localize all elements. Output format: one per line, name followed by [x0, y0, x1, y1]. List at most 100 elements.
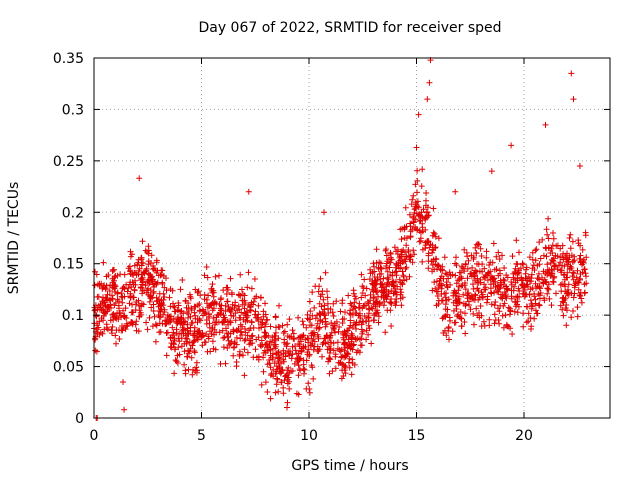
data-point: [143, 265, 150, 272]
data-point: [388, 256, 395, 263]
data-point: [145, 258, 152, 265]
data-point: [575, 286, 582, 293]
data-point: [261, 329, 268, 336]
data-point: [233, 341, 240, 348]
data-point: [319, 341, 326, 348]
data-point: [280, 356, 287, 363]
data-point: [292, 347, 299, 354]
y-tick-label: 0.25: [53, 154, 84, 170]
data-point: [159, 267, 166, 274]
data-point: [269, 350, 276, 357]
data-point: [275, 359, 282, 366]
data-point: [191, 324, 198, 331]
data-point: [308, 322, 315, 329]
data-point: [339, 300, 346, 307]
data-point: [106, 288, 113, 294]
data-point: [352, 310, 359, 317]
data-point: [195, 328, 202, 334]
data-point: [409, 196, 416, 203]
data-point: [375, 313, 382, 320]
data-point: [262, 300, 268, 307]
data-point: [414, 226, 421, 233]
data-point: [220, 335, 227, 341]
data-point: [279, 322, 286, 329]
data-point: [301, 366, 308, 373]
data-point: [205, 335, 212, 342]
data-point: [358, 271, 365, 278]
data-point: [540, 252, 547, 259]
data-point: [118, 314, 125, 321]
data-point: [520, 290, 527, 297]
grid-lines: [94, 58, 610, 418]
data-point: [447, 272, 454, 279]
data-point: [251, 276, 258, 282]
data-point: [348, 371, 355, 378]
x-tick-label: 10: [300, 428, 318, 444]
data-point: [173, 326, 180, 333]
data-point: [541, 297, 548, 304]
data-point: [299, 318, 306, 325]
data-point: [336, 324, 343, 330]
data-point: [458, 282, 465, 289]
data-point: [175, 344, 182, 351]
data-point: [560, 294, 567, 301]
data-point: [416, 238, 423, 245]
data-point: [548, 302, 555, 309]
data-point: [219, 319, 226, 326]
data-point: [567, 245, 574, 252]
data-point: [100, 259, 107, 266]
data-point: [146, 298, 153, 305]
data-point: [347, 345, 354, 352]
data-point: [392, 289, 399, 296]
data-point: [488, 168, 495, 175]
data-point: [470, 273, 477, 280]
data-point: [426, 79, 433, 86]
data-point: [248, 285, 255, 292]
data-point: [549, 242, 556, 249]
data-point: [529, 302, 536, 309]
data-point: [578, 299, 585, 306]
data-point: [163, 275, 169, 282]
data-point: [414, 189, 420, 196]
data-point: [411, 206, 418, 213]
data-point: [260, 354, 267, 361]
data-point: [503, 283, 509, 290]
data-point: [223, 330, 230, 337]
data-point: [173, 319, 180, 326]
data-point: [264, 389, 271, 395]
data-point: [311, 338, 318, 345]
data-point: [118, 290, 125, 297]
data-point: [162, 317, 169, 324]
y-tick-label: 0.05: [53, 360, 84, 376]
data-point: [178, 308, 185, 314]
data-point: [128, 320, 134, 327]
data-point: [223, 325, 229, 332]
data-point: [194, 302, 201, 309]
data-point: [347, 317, 354, 324]
data-point: [284, 340, 291, 347]
data-point: [343, 332, 350, 339]
data-point: [451, 319, 458, 326]
data-point: [232, 317, 239, 324]
data-point: [467, 306, 474, 313]
data-point: [174, 352, 181, 359]
data-point: [316, 310, 323, 317]
data-point: [514, 293, 521, 300]
data-point: [108, 305, 114, 311]
data-point: [298, 347, 305, 354]
y-axis-label: SRMTID / TECUs: [6, 182, 22, 295]
data-point: [223, 291, 230, 297]
data-point: [105, 272, 112, 278]
data-point: [191, 309, 198, 316]
data-point: [103, 321, 110, 328]
data-point: [242, 318, 249, 325]
data-point: [237, 314, 244, 321]
data-point: [112, 332, 119, 339]
data-point: [442, 294, 449, 301]
data-point: [458, 274, 464, 280]
data-point: [511, 308, 518, 315]
data-point: [414, 177, 421, 184]
data-point: [131, 269, 138, 276]
data-point: [529, 285, 536, 291]
data-point: [103, 295, 110, 301]
